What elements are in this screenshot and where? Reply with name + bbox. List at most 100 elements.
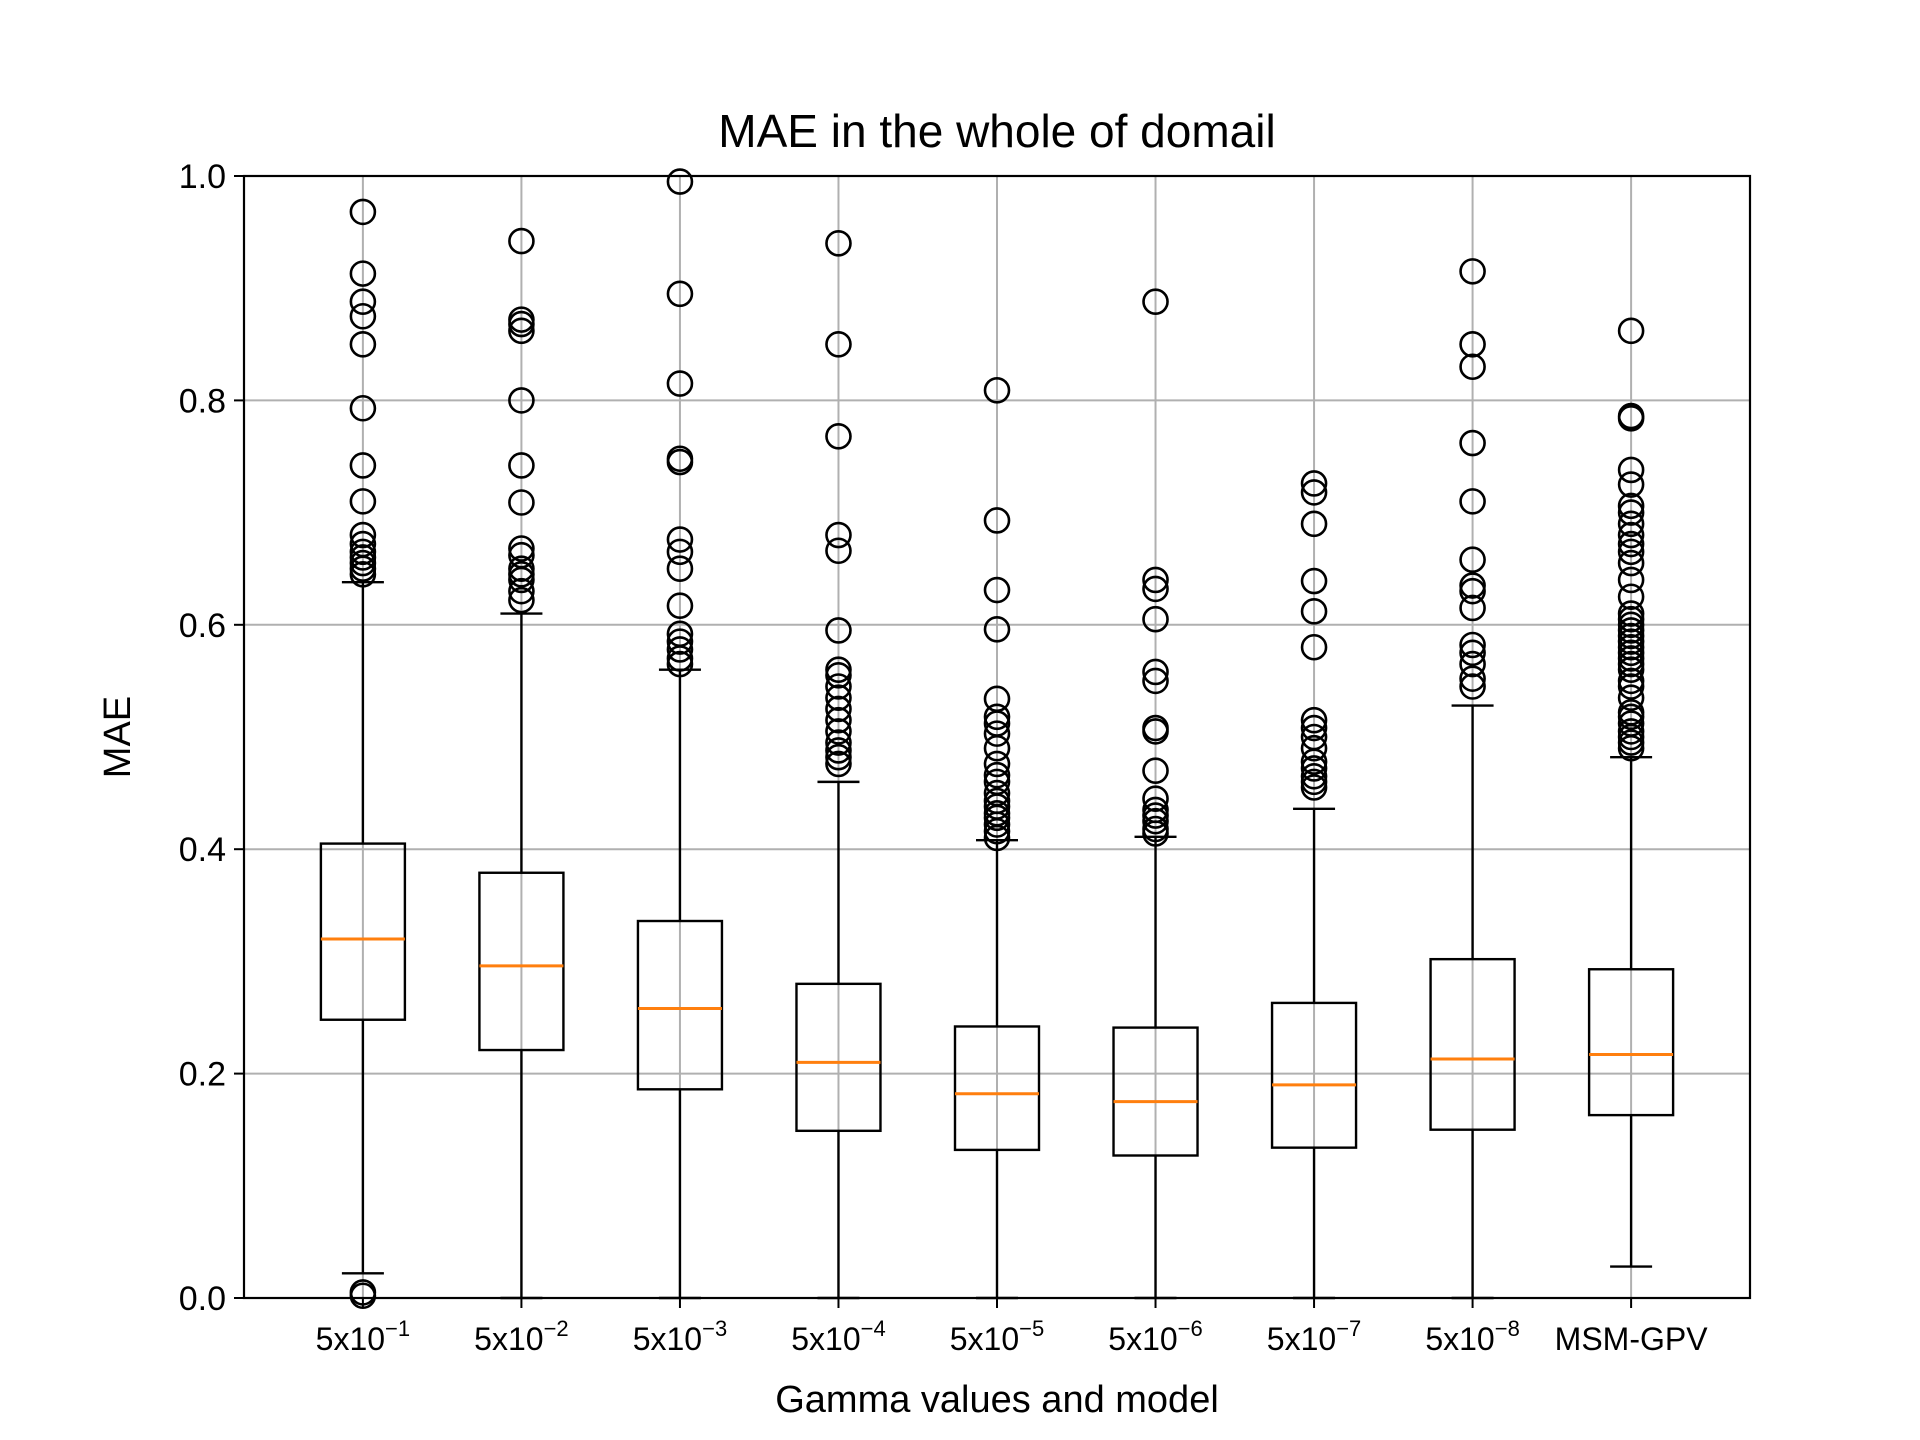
outlier-point	[983, 576, 1011, 604]
outlier-point	[349, 288, 377, 315]
outlier-point	[508, 535, 535, 562]
outlier-point	[1617, 684, 1645, 712]
x-tick-label: 5x10−5	[950, 1316, 1044, 1357]
outlier-point	[666, 555, 694, 583]
outlier-point	[825, 743, 852, 771]
box-group	[1270, 470, 1358, 1300]
x-axis-label: Gamma values and model	[775, 1379, 1219, 1421]
outlier-point	[1142, 807, 1169, 835]
outlier-point	[1300, 748, 1328, 775]
iqr-box	[1112, 1026, 1199, 1157]
outlier-point	[825, 521, 852, 549]
x-tick-label: 5x10−8	[1425, 1316, 1519, 1357]
outlier-point	[1142, 820, 1169, 847]
outlier-point	[1617, 471, 1645, 498]
outlier-point	[1142, 605, 1169, 633]
outlier-point	[1300, 598, 1328, 625]
x-tick-label: MSM-GPV	[1555, 1321, 1709, 1357]
outlier-point	[1459, 650, 1486, 678]
iqr-box	[636, 919, 724, 1091]
outlier-point	[1617, 492, 1645, 520]
outlier-point	[1617, 673, 1645, 700]
outlier-point	[1142, 785, 1169, 813]
outlier-point	[666, 650, 694, 678]
chart-title: MAE in the whole of domail	[718, 105, 1275, 157]
outlier-point	[1300, 706, 1328, 734]
outlier-point	[983, 377, 1011, 404]
outlier-point	[1617, 499, 1645, 526]
y-tick-label: 0.4	[179, 831, 226, 869]
outlier-point	[508, 566, 535, 594]
outlier-point	[1617, 317, 1645, 345]
outlier-point	[825, 729, 852, 756]
outlier-point	[1617, 538, 1645, 566]
x-tick-label: 5x10−2	[474, 1316, 568, 1357]
outlier-point	[1300, 734, 1328, 762]
outlier-point	[825, 230, 852, 257]
outlier-point	[666, 448, 694, 476]
box-group	[795, 230, 882, 1300]
outlier-point	[1142, 718, 1169, 745]
outlier-point	[1459, 631, 1486, 659]
outlier-point	[1300, 510, 1328, 538]
iqr-box	[319, 842, 407, 1021]
outlier-point	[1617, 583, 1645, 611]
outlier-point	[1459, 673, 1486, 700]
outlier-point	[349, 521, 377, 549]
outlier-point	[825, 661, 852, 689]
outlier-point	[1300, 755, 1328, 782]
outlier-point	[825, 706, 852, 734]
outlier-point	[983, 804, 1011, 832]
outlier-point	[508, 227, 535, 255]
outlier-point	[983, 507, 1011, 534]
outlier-point	[1617, 530, 1645, 558]
iqr-box	[1429, 957, 1516, 1131]
outlier-point	[1459, 577, 1486, 605]
box-group	[1587, 317, 1675, 1268]
outlier-point	[983, 615, 1011, 643]
outlier-point	[1142, 667, 1169, 695]
outlier-point	[349, 198, 377, 226]
outlier-point	[825, 718, 852, 745]
outlier-point	[825, 423, 852, 450]
outlier-point	[349, 452, 377, 479]
outlier-point	[349, 394, 377, 422]
outlier-point	[508, 489, 535, 516]
outlier-point	[666, 526, 694, 553]
box-group	[953, 377, 1041, 1300]
outlier-point	[825, 737, 852, 764]
box-layer	[319, 168, 1675, 1310]
outlier-point	[1617, 656, 1645, 683]
outlier-point	[349, 561, 377, 588]
outlier-point	[1459, 665, 1486, 692]
box-group	[636, 168, 724, 1300]
x-tick-label: 5x10−3	[633, 1316, 727, 1357]
outlier-point	[983, 703, 1011, 731]
outlier-point	[983, 817, 1011, 845]
iqr-box	[953, 1025, 1041, 1152]
outlier-point	[508, 310, 535, 338]
outlier-point	[349, 330, 377, 358]
outlier-point	[1142, 757, 1169, 784]
x-tick-label: 5x10−7	[1267, 1316, 1361, 1357]
y-tick-label: 0.6	[179, 607, 226, 645]
y-tick-label: 0.2	[179, 1056, 226, 1094]
x-tick-label: 5x10−1	[316, 1316, 410, 1357]
outlier-point	[666, 370, 694, 397]
outlier-point	[508, 586, 535, 614]
outlier-point	[1617, 456, 1645, 484]
outlier-point	[1459, 429, 1486, 457]
iqr-box	[478, 871, 565, 1052]
iqr-box	[1587, 968, 1675, 1117]
outlier-point	[1300, 714, 1328, 742]
outlier-point	[1459, 353, 1486, 381]
outlier-point	[983, 761, 1011, 789]
outlier-point	[666, 592, 694, 620]
outlier-point	[1300, 470, 1328, 497]
outlier-point	[1459, 330, 1486, 358]
y-tick-label: 1.0	[179, 158, 226, 196]
outlier-point	[1459, 546, 1486, 574]
outlier-point	[349, 302, 377, 330]
